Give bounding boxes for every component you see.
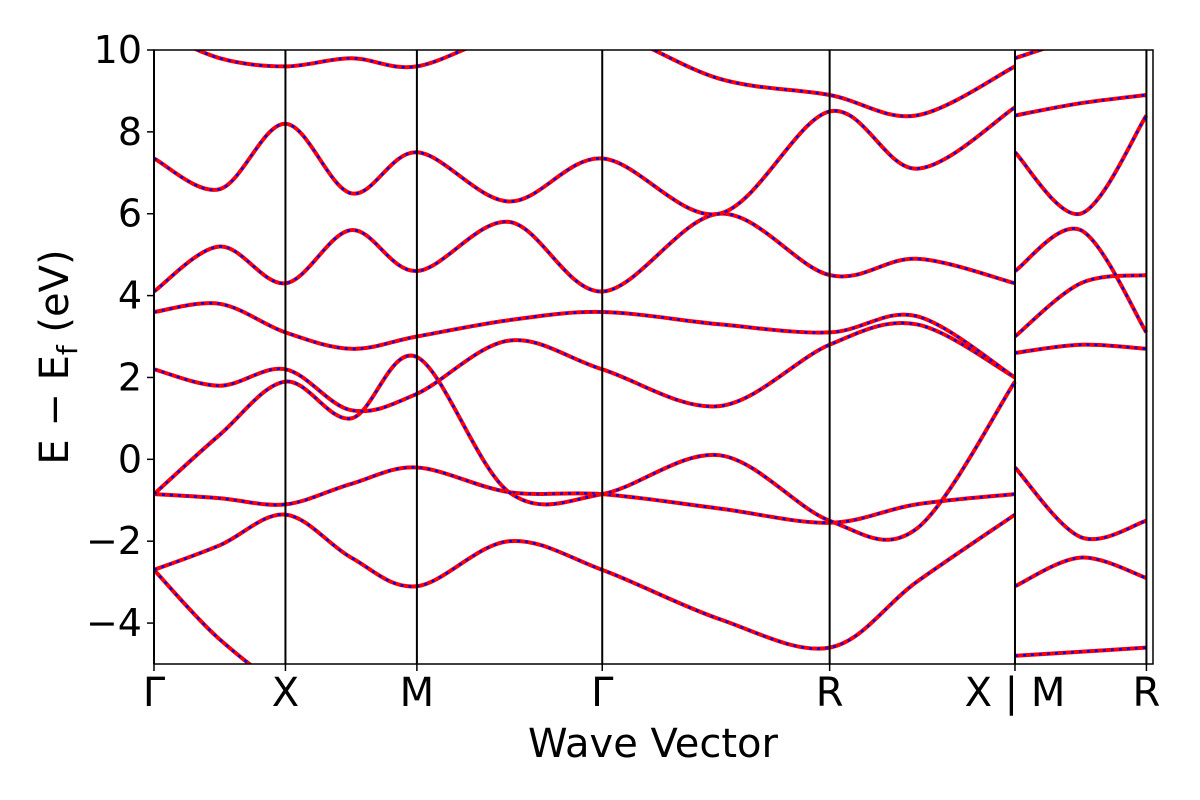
x-tick-label-2: M (400, 670, 435, 716)
plot-frame (153, 49, 1154, 665)
y-tick-label-7: 10 (94, 28, 142, 72)
x-axis-ticks: Γ X M Γ R X | M R (143, 664, 1160, 716)
y-tick-label-6: 8 (118, 110, 142, 154)
x-tick-label-4: R (816, 670, 844, 716)
x-tick-label-0: Γ (143, 670, 166, 716)
bands-layer (154, 50, 1149, 664)
x-tick-label-6: R (1133, 670, 1161, 716)
y-axis-title-unit: (eV) (32, 249, 78, 345)
band-line-dashed-5 (154, 301, 1016, 379)
band-line-13 (1013, 273, 1147, 339)
band-line-dashed-9 (1014, 646, 1147, 658)
x-axis-title: Wave Vector (528, 721, 779, 767)
band-line-dashed-15 (1014, 114, 1148, 216)
band-line-7 (154, 105, 1017, 217)
band-line-15 (1013, 114, 1149, 216)
kpoint-lines (153, 50, 1148, 664)
y-axis-title-main: E − E (32, 355, 78, 465)
band-line-dashed-12 (1014, 343, 1147, 355)
y-tick-label-0: −4 (86, 601, 142, 645)
y-tick-label-5: 6 (118, 192, 142, 236)
band-line-8 (192, 50, 1016, 119)
band-line-dashed-1 (154, 513, 1016, 650)
y-tick-label-3: 2 (118, 355, 142, 399)
band-line-dashed-14 (1014, 227, 1148, 334)
band-line-17 (1014, 50, 1047, 61)
y-tick-label-4: 4 (118, 274, 142, 318)
band-line-dashed-10 (1014, 556, 1147, 588)
band-line-10 (1014, 555, 1148, 589)
x-tick-label-1: X (272, 670, 299, 716)
y-tick-label-2: 0 (118, 437, 142, 481)
band-line-dashed-8 (194, 50, 1016, 118)
band-line-dashed-3 (154, 354, 1017, 542)
band-line-1 (154, 512, 1017, 651)
band-line-dashed-6 (154, 212, 1016, 293)
band-line-dashed-2 (154, 466, 1016, 525)
y-axis-title: E − Ef (eV) (32, 249, 84, 464)
band-line-dashed-11 (1014, 466, 1147, 541)
y-axis-title-subscript: f (51, 344, 84, 355)
x-tick-label-5: X | M (965, 670, 1066, 716)
band-line-5 (154, 301, 1017, 380)
band-line-6 (154, 211, 1016, 294)
band-line-4 (154, 321, 1016, 414)
x-tick-label-3: Γ (591, 670, 614, 716)
y-tick-label-1: −2 (86, 519, 142, 563)
band-line-dashed-16 (1014, 93, 1147, 117)
y-axis-ticks: −4 −2 0 2 4 6 8 10 (86, 28, 154, 645)
band-line-dashed-13 (1014, 273, 1147, 338)
